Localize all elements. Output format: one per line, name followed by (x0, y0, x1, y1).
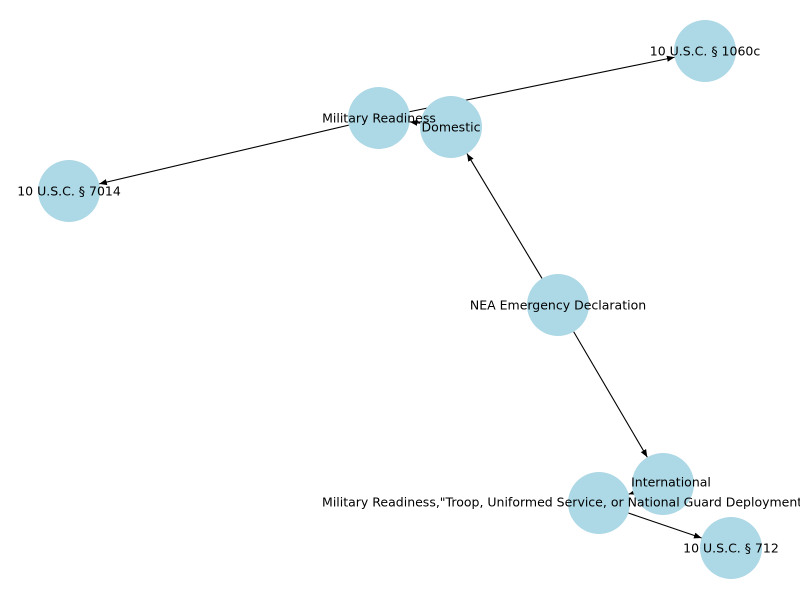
edge-international-to-mr2 (628, 489, 637, 495)
node-nea (527, 274, 589, 336)
node-label-domestic: Domestic (422, 120, 481, 135)
node-mr1 (348, 87, 410, 149)
node-label-mr1: Military Readiness (322, 111, 436, 126)
node-usc7014 (38, 160, 100, 222)
labels-layer: NEA Emergency Declaration Domestic Interna… (17, 44, 800, 556)
edge-nea-to-international (573, 331, 648, 458)
node-label-usc7014: 10 U.S.C. § 7014 (17, 184, 121, 199)
nodes-layer (38, 20, 762, 579)
node-usc1060c (674, 20, 736, 82)
node-label-mr2: Military Readiness,"Troop, Uniformed Ser… (322, 495, 800, 510)
node-mr2 (568, 472, 630, 534)
node-usc712 (700, 517, 762, 579)
node-label-international: International (631, 475, 711, 490)
edge-nea-to-domestic (466, 153, 543, 279)
node-label-usc1060c: 10 U.S.C. § 1060c (650, 44, 761, 59)
edge-mr2-to-usc712 (628, 512, 702, 539)
edge-domestic-to-mr1 (409, 119, 421, 126)
node-international (632, 453, 694, 515)
node-domestic (420, 96, 482, 158)
node-label-nea: NEA Emergency Declaration (470, 298, 646, 313)
edge-mr1-to-usc7014 (99, 124, 349, 186)
node-label-usc712: 10 U.S.C. § 712 (683, 541, 779, 556)
